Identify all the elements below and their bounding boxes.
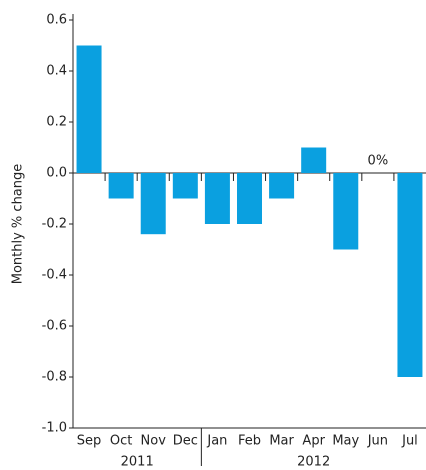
x-tick-label: Mar (269, 434, 294, 449)
group-label: 2011 (121, 455, 154, 470)
bar (301, 147, 327, 173)
bar (140, 173, 166, 235)
x-tick-label: Jul (401, 434, 418, 449)
y-axis-title: Monthly % change (11, 164, 26, 285)
y-tick-label: 0.6 (46, 13, 67, 28)
x-tick-label: Feb (238, 434, 261, 449)
x-tick-label: Oct (110, 434, 132, 449)
y-tick-label: -1.0 (42, 421, 67, 436)
x-tick-label: Sep (77, 434, 102, 449)
x-tick-label: Jun (367, 434, 388, 449)
group-label: 2012 (297, 455, 330, 470)
bar (237, 173, 262, 224)
x-tick-label: Jan (206, 434, 227, 449)
x-tick-label: Nov (141, 434, 167, 449)
bar (269, 173, 295, 199)
x-tick-label: May (332, 434, 359, 449)
y-tick-label: 0.2 (46, 115, 67, 130)
bar (397, 173, 423, 377)
x-tick-label: Dec (173, 434, 198, 449)
bar (204, 173, 230, 224)
y-tick-label: -0.6 (42, 319, 67, 334)
value-label: 0% (368, 154, 389, 169)
bar (172, 173, 198, 199)
y-tick-label: 0.0 (46, 166, 67, 181)
bar (333, 173, 359, 250)
bar (76, 45, 102, 173)
y-tick-label: 0.4 (46, 64, 67, 79)
bar (108, 173, 134, 199)
y-tick-label: -0.8 (42, 370, 67, 385)
y-tick-label: -0.2 (42, 217, 67, 232)
y-tick-label: -0.4 (42, 268, 67, 283)
x-tick-label: Apr (302, 434, 325, 449)
